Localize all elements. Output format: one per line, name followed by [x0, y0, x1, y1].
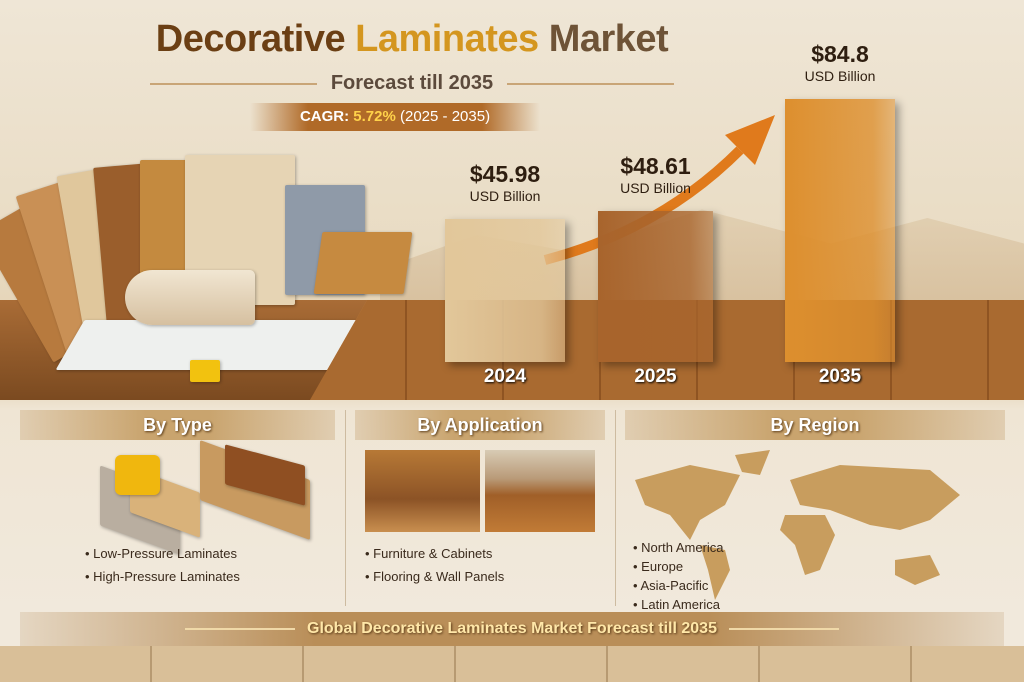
value-text: $45.98: [469, 161, 541, 188]
footer-banner: Global Decorative Laminates Market Forec…: [20, 612, 1004, 646]
bottom-wood-floor: [0, 646, 1024, 682]
value-label: $45.98 USD Billion: [435, 161, 575, 206]
wood-flooring-photo: [485, 450, 595, 532]
year-label: 2024: [483, 366, 527, 387]
year-label: 2025: [634, 366, 677, 387]
list-item: Europe: [633, 559, 724, 574]
divider: [615, 410, 616, 606]
list-item: Flooring & Wall Panels: [365, 569, 504, 584]
panel-title: By Application: [355, 410, 605, 440]
panel-title: By Type: [20, 410, 335, 440]
panel-by-region: By Region North America Europe Asia-Paci…: [625, 410, 1005, 612]
cagr-banner: CAGR: 5.72% (2025 - 2035): [250, 103, 540, 131]
unit-text: USD Billion: [620, 180, 691, 197]
value-label: $84.8 USD Billion: [770, 41, 910, 86]
unit-text: USD Billion: [804, 68, 876, 85]
type-list: Low-Pressure Laminates High-Pressure Lam…: [85, 546, 240, 592]
list-item: Furniture & Cabinets: [365, 546, 504, 561]
panel-by-application: By Application Furniture & Cabinets Floo…: [355, 410, 605, 606]
kitchen-cabinets-photo: [365, 450, 480, 532]
bar-2035: [785, 99, 895, 362]
bar-2025: [598, 211, 713, 362]
region-list: North America Europe Asia-Pacific Latin …: [633, 540, 724, 616]
list-item: High-Pressure Laminates: [85, 569, 240, 584]
application-list: Furniture & Cabinets Flooring & Wall Pan…: [365, 546, 504, 592]
world-map-icon: [635, 450, 960, 600]
value-text: $48.61: [620, 153, 691, 180]
list-item: Latin America: [633, 597, 724, 612]
laminate-tools-image: [70, 439, 330, 555]
page-title: Decorative Laminates Market: [155, 18, 669, 60]
value-text: $84.8: [811, 41, 869, 68]
list-item: Low-Pressure Laminates: [85, 546, 240, 561]
value-label: $48.61 USD Billion: [586, 153, 726, 198]
panel-by-type: By Type Low-Pressure Laminates High-Pres…: [20, 410, 335, 606]
subtitle: Forecast till 2035: [150, 72, 674, 95]
list-item: North America: [633, 540, 723, 555]
unit-text: USD Billion: [469, 188, 541, 205]
list-item: Asia-Pacific: [633, 578, 724, 593]
panel-title: By Region: [625, 410, 1005, 440]
laminate-samples-image: [0, 150, 420, 390]
bar-2024: [445, 219, 565, 362]
year-label: 2035: [818, 366, 862, 387]
divider: [345, 410, 346, 606]
